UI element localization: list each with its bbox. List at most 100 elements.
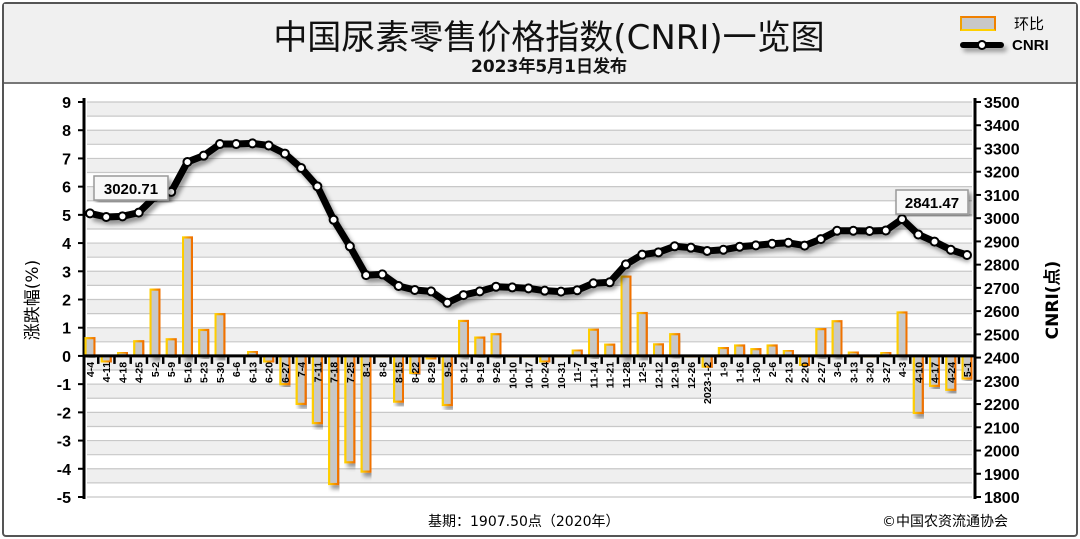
right-axis-title: CNRI(点): [1042, 261, 1063, 340]
cnri-point: [653, 247, 664, 258]
x-tick-label: 5-2: [150, 362, 162, 377]
x-tick-label: 12-12: [653, 362, 665, 389]
cnri-point: [312, 181, 323, 192]
x-tick-label: 11-14: [588, 362, 600, 388]
x-tick-label: 7-4: [296, 362, 308, 377]
cnri-point: [783, 237, 794, 248]
grid-band: [87, 130, 972, 145]
grid-band: [87, 186, 972, 201]
x-tick-label: 3-27: [881, 362, 893, 383]
x-tick-label: 9-26: [491, 362, 503, 383]
x-tick-label: 10-24: [540, 362, 552, 389]
x-tick-label: 7-18: [329, 362, 341, 383]
right-tick-label: 3400: [984, 118, 1020, 135]
line-swatch-icon: [960, 40, 1004, 50]
grid-band: [87, 243, 972, 258]
x-tick-label: 6-27: [280, 362, 292, 383]
cnri-point: [685, 242, 696, 253]
cnri-point: [442, 297, 453, 308]
x-tick-label: 4-10: [913, 362, 925, 383]
bar: [766, 344, 778, 358]
x-tick-label: 9-5: [442, 362, 454, 377]
x-tick-label: 8-22: [410, 362, 422, 383]
x-tick-label: 10-31: [556, 362, 568, 389]
right-tick-label: 3200: [984, 165, 1020, 182]
left-tick-label: -4: [57, 462, 71, 479]
x-tick-label: 4-3: [897, 362, 909, 377]
bar: [181, 236, 194, 358]
cnri-point: [523, 283, 534, 294]
bar: [587, 328, 600, 358]
x-tick-label: 1-9: [718, 362, 730, 377]
x-tick-label: 5-1: [962, 362, 974, 377]
bar: [815, 328, 827, 358]
left-tick-label: 0: [62, 349, 71, 366]
x-tick-label: 4-25: [134, 362, 146, 383]
legend-item-bar: 环比: [960, 12, 1049, 34]
cnri-point: [555, 286, 566, 297]
left-tick-label: 4: [62, 236, 71, 253]
bar: [214, 313, 226, 358]
x-tick-label: 8-1: [361, 362, 373, 377]
x-tick-label: 1-30: [751, 362, 763, 383]
x-tick-label: 5-23: [199, 362, 211, 383]
legend-line-label: CNRI: [1012, 36, 1049, 54]
bar: [896, 311, 908, 358]
left-tick-label: 1: [62, 321, 71, 338]
bar: [149, 288, 161, 358]
bar: [669, 333, 681, 358]
bar: [165, 338, 177, 358]
right-tick-label: 2700: [984, 281, 1020, 298]
cnri-point: [880, 225, 891, 236]
bar: [474, 336, 486, 358]
cnri-point: [426, 286, 437, 297]
right-tick-label: 1900: [984, 467, 1020, 484]
x-tick-label: 11-7: [572, 362, 584, 383]
right-tick-label: 3300: [984, 141, 1020, 158]
left-tick-label: 8: [62, 123, 71, 140]
cnri-point: [361, 270, 372, 281]
left-axis-title: 涨跌幅(%): [23, 260, 43, 340]
x-tick-label: 2-20: [800, 362, 812, 383]
x-tick-label: 5-9: [166, 362, 178, 377]
cnri-point: [913, 229, 924, 240]
x-tick-label: 8-29: [426, 362, 438, 383]
cnri-point: [620, 259, 631, 270]
x-tick-label: 5-30: [215, 362, 227, 383]
x-tick-label: 6-13: [247, 362, 259, 383]
cnri-point: [848, 225, 859, 236]
bar: [133, 340, 145, 358]
grid-band: [87, 384, 972, 399]
bar: [636, 311, 648, 358]
x-tick-label: 9-12: [459, 362, 471, 383]
grid-band: [87, 214, 972, 229]
right-tick-label: 2500: [984, 327, 1020, 344]
left-tick-label: 5: [62, 208, 71, 225]
cnri-point: [604, 277, 615, 288]
copyright-note: ©中国农资流通协会: [882, 514, 1008, 530]
left-tick-label: -5: [57, 490, 71, 507]
right-tick-label: 3100: [984, 188, 1020, 205]
bar-swatch-icon: [960, 15, 996, 31]
cnri-point: [637, 249, 648, 260]
bar: [198, 328, 210, 358]
cnri-point: [458, 290, 469, 301]
cnri-point: [296, 162, 307, 173]
x-tick-label: 4-24: [946, 362, 958, 383]
x-tick-label: 12-19: [670, 362, 682, 389]
cnri-point: [734, 241, 745, 252]
x-tick-label: 12-26: [686, 362, 698, 389]
right-tick-label: 2600: [984, 304, 1020, 321]
cnri-point: [945, 244, 956, 255]
cnri-point: [750, 240, 761, 251]
grid-band: [87, 440, 972, 455]
cnri-point: [133, 207, 144, 218]
annotation-label: 3020.71: [104, 181, 158, 198]
right-tick-label: 2400: [984, 351, 1020, 368]
right-tick-label: 3500: [984, 95, 1020, 112]
cnri-point: [669, 241, 680, 252]
cnri-point: [214, 139, 225, 150]
cnri-point: [409, 284, 420, 295]
cnri-point: [377, 269, 388, 280]
grid-band: [87, 327, 972, 342]
